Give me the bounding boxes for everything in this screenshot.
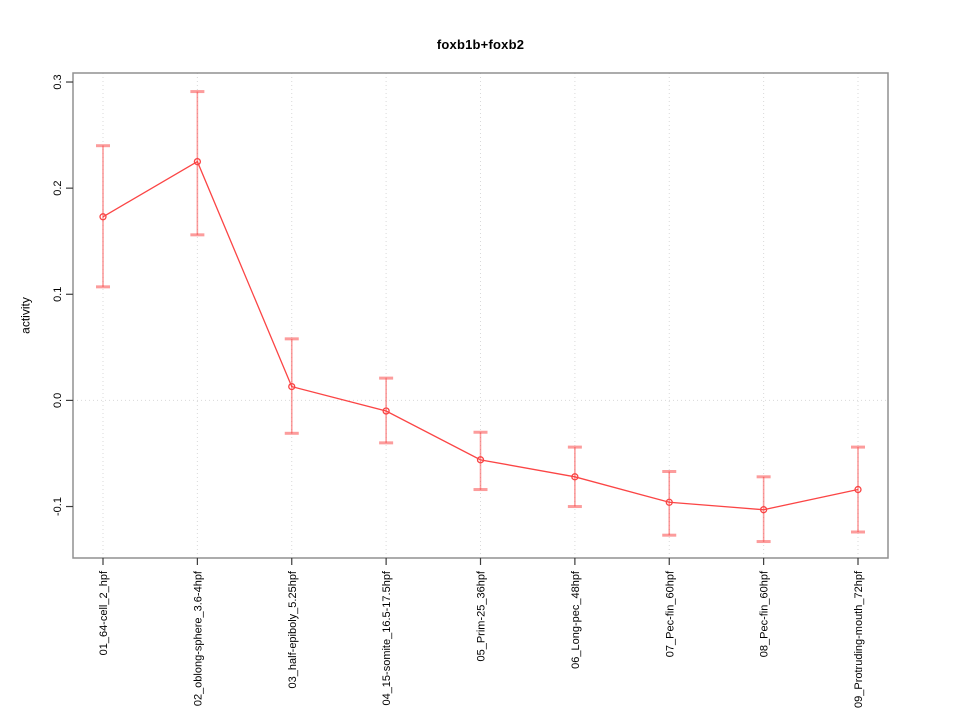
x-tick-label: 09_Protruding-mouth_72hpf xyxy=(853,570,865,708)
y-tick-label: 0.2 xyxy=(52,180,64,195)
x-tick-label: 03_half-epiboly_5.25hpf xyxy=(287,570,299,688)
y-tick-label: 0.0 xyxy=(52,393,64,408)
x-tick-label: 05_Prim-25_36hpf xyxy=(476,570,488,661)
chart-title: foxb1b+foxb2 xyxy=(436,37,525,52)
data-point xyxy=(193,157,202,166)
x-tick-label: 01_64-cell_2_hpf xyxy=(98,570,110,655)
x-tick-label: 07_Pec-fin_60hpf xyxy=(664,570,676,657)
series-line xyxy=(102,160,859,511)
x-tick-label: 04_15-somite_16.5-17.5hpf xyxy=(381,570,393,705)
x-tick-label: 06_Long-pec_48hpf xyxy=(570,570,582,669)
y-axis-label: activity xyxy=(18,297,32,334)
data-point xyxy=(665,498,673,506)
data-point xyxy=(571,473,579,481)
x-tick-label: 02_oblong-sphere_3.6-4hpf xyxy=(192,570,204,706)
data-point xyxy=(99,213,107,221)
data-point xyxy=(476,456,485,464)
data-point xyxy=(854,485,862,494)
x-tick-label: 08_Pec-fin_60hpf xyxy=(759,570,771,657)
y-tick-label: 0.1 xyxy=(52,287,64,302)
y-tick-label: -0.1 xyxy=(52,497,64,516)
data-point xyxy=(382,407,390,415)
y-tick-label: 0.3 xyxy=(52,74,64,89)
data-point xyxy=(288,382,296,391)
data-point xyxy=(759,506,768,514)
